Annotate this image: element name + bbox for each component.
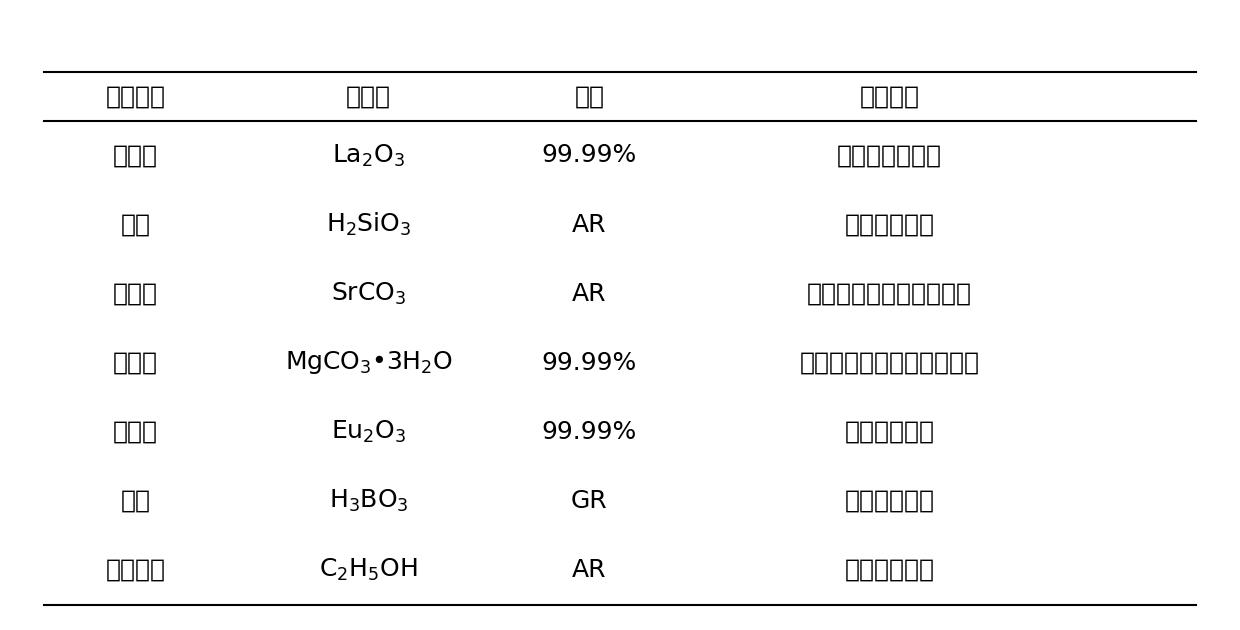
Text: AR: AR bbox=[572, 212, 606, 236]
Text: 纯度: 纯度 bbox=[574, 84, 604, 108]
Text: 上海国药集团: 上海国药集团 bbox=[844, 212, 935, 236]
Text: AR: AR bbox=[572, 282, 606, 306]
Text: 上海国药集团: 上海国药集团 bbox=[844, 558, 935, 582]
Text: 上海国药集团: 上海国药集团 bbox=[844, 420, 935, 444]
Text: MgCO$_3$•3H$_2$O: MgCO$_3$•3H$_2$O bbox=[285, 349, 453, 376]
Text: 99.99%: 99.99% bbox=[542, 144, 637, 168]
Text: 上海国药集团: 上海国药集团 bbox=[844, 489, 935, 513]
Text: 碳酸锶: 碳酸锶 bbox=[113, 282, 159, 306]
Text: 生产厂家: 生产厂家 bbox=[859, 84, 920, 108]
Text: H$_2$SiO$_3$: H$_2$SiO$_3$ bbox=[326, 211, 412, 238]
Text: 物质名称: 物质名称 bbox=[105, 84, 166, 108]
Text: La$_2$O$_3$: La$_2$O$_3$ bbox=[332, 142, 405, 169]
Text: SrCO$_3$: SrCO$_3$ bbox=[331, 280, 407, 307]
Text: 氧化镧: 氧化镧 bbox=[113, 144, 159, 168]
Text: 化学式: 化学式 bbox=[346, 84, 391, 108]
Text: 天津市光复精细化工研究所: 天津市光复精细化工研究所 bbox=[800, 351, 980, 375]
Text: 99.99%: 99.99% bbox=[542, 420, 637, 444]
Text: 99.99%: 99.99% bbox=[542, 351, 637, 375]
Text: GR: GR bbox=[572, 489, 608, 513]
Text: 硼酸: 硼酸 bbox=[120, 489, 151, 513]
Text: 硅酸: 硅酸 bbox=[120, 212, 151, 236]
Text: 上海科昌精细化学品公司: 上海科昌精细化学品公司 bbox=[807, 282, 972, 306]
Text: C$_2$H$_5$OH: C$_2$H$_5$OH bbox=[320, 557, 418, 583]
Text: 碳酸镁: 碳酸镁 bbox=[113, 351, 159, 375]
Text: 无水乙醇: 无水乙醇 bbox=[105, 558, 166, 582]
Text: 氧化铕: 氧化铕 bbox=[113, 420, 159, 444]
Text: 上海跃龙化工厂: 上海跃龙化工厂 bbox=[837, 144, 942, 168]
Text: AR: AR bbox=[572, 558, 606, 582]
Text: H$_3$BO$_3$: H$_3$BO$_3$ bbox=[329, 488, 408, 514]
Text: Eu$_2$O$_3$: Eu$_2$O$_3$ bbox=[331, 419, 407, 445]
